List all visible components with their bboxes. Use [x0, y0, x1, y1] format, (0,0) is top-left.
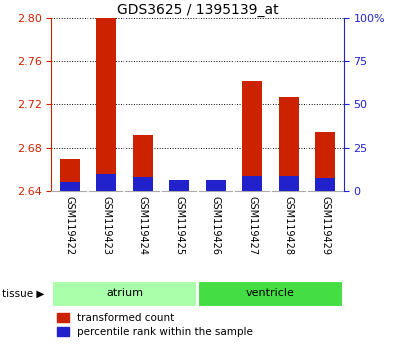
- Text: ventricle: ventricle: [246, 288, 295, 298]
- Text: tissue ▶: tissue ▶: [2, 289, 44, 299]
- Text: GSM119428: GSM119428: [284, 196, 294, 255]
- Bar: [242, 176, 262, 191]
- Bar: [60, 159, 80, 191]
- Bar: [169, 180, 189, 191]
- Text: GSM119423: GSM119423: [101, 196, 111, 255]
- Bar: [279, 97, 299, 191]
- Bar: [169, 182, 189, 191]
- Text: GSM119426: GSM119426: [211, 196, 221, 255]
- Legend: transformed count, percentile rank within the sample: transformed count, percentile rank withi…: [56, 313, 253, 337]
- Bar: [206, 180, 226, 191]
- Text: GSM119429: GSM119429: [320, 196, 330, 255]
- Text: GSM119424: GSM119424: [138, 196, 148, 255]
- Bar: [279, 176, 299, 191]
- Bar: [315, 178, 335, 191]
- Text: GSM119422: GSM119422: [65, 196, 75, 255]
- Text: GSM119425: GSM119425: [174, 196, 184, 255]
- Text: atrium: atrium: [106, 288, 143, 298]
- Bar: [60, 182, 80, 191]
- Bar: [96, 174, 116, 191]
- Bar: [206, 182, 226, 191]
- Text: GSM119427: GSM119427: [247, 196, 257, 255]
- Bar: [133, 177, 153, 191]
- Bar: [133, 135, 153, 191]
- Bar: [96, 18, 116, 191]
- Bar: [242, 81, 262, 191]
- FancyBboxPatch shape: [52, 281, 197, 307]
- Bar: [315, 132, 335, 191]
- FancyBboxPatch shape: [198, 281, 343, 307]
- Title: GDS3625 / 1395139_at: GDS3625 / 1395139_at: [117, 3, 278, 17]
